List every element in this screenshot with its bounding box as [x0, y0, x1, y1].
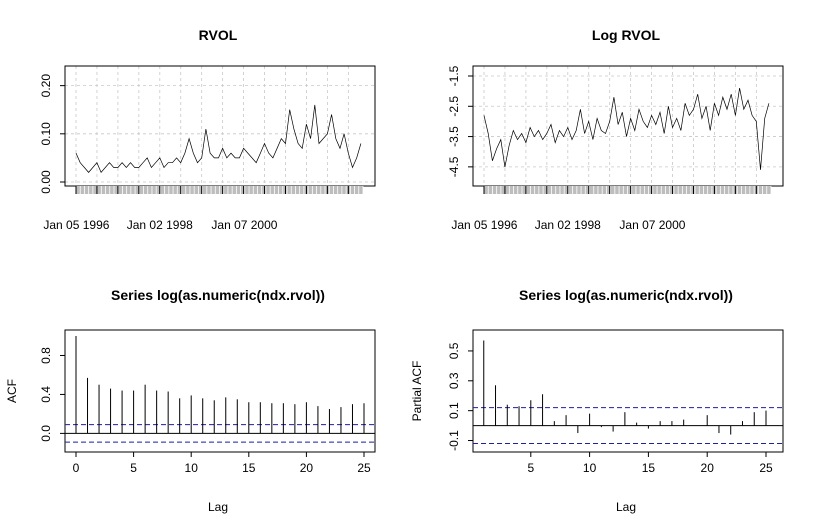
y-tick-label: 0.10: [39, 122, 53, 146]
x-tick-label: Jan 02 1998: [127, 218, 193, 232]
x-tick-label: 20: [300, 461, 314, 475]
y-tick-label: 0.00: [39, 170, 53, 194]
x-tick-label: 25: [759, 461, 773, 475]
series-line: [75, 104, 362, 174]
y-tick-label: -2.5: [447, 96, 461, 117]
x-tick-label: 5: [527, 461, 534, 475]
plot-frame: [64, 329, 376, 453]
x-tick-label: 5: [130, 461, 137, 475]
y-axis-title: ACF: [5, 379, 19, 403]
y-tick-label: -3.5: [447, 126, 461, 147]
y-tick-label: -4.5: [447, 156, 461, 177]
plot-frame: [472, 329, 784, 453]
x-tick-label: 20: [701, 461, 715, 475]
plot-frame: [64, 65, 376, 187]
x-tick-label: 10: [583, 461, 597, 475]
y-tick-label: 0.8: [39, 347, 53, 364]
chart-rvol: RVOL 0.00 0.10 0.20 Jan 05 1996 Jan 02 1998…: [39, 27, 376, 232]
x-tick-label: Jan 05 1996: [451, 218, 517, 232]
y-tick-label: 0.20: [39, 74, 53, 98]
x-tick-label: 15: [642, 461, 656, 475]
chart-title: Log RVOL: [592, 27, 661, 43]
x-tick-label: Jan 07 2000: [619, 218, 685, 232]
chart-title: Series log(as.numeric(ndx.rvol)): [519, 287, 733, 303]
x-axis-title: Lag: [616, 500, 636, 514]
y-axis-title: Partial ACF: [410, 361, 424, 422]
y-tick-label: -0.1: [447, 430, 461, 451]
chart-acf: Series log(as.numeric(ndx.rvol)) 0.0 0.4 0…: [5, 287, 376, 514]
x-axis-title: Lag: [208, 500, 228, 514]
chart-pacf: Series log(as.numeric(ndx.rvol)) -0.1 0.1…: [410, 287, 784, 514]
chart-log-rvol: Log RVOL -4.5 -3.5 -2.5 -1.5 Jan 05 1996 Jan…: [447, 27, 784, 232]
x-tick-label: 10: [185, 461, 199, 475]
y-tick-label: 0.3: [447, 372, 461, 389]
y-tick-label: 0.0: [39, 425, 53, 442]
y-tick-label: 0.1: [447, 402, 461, 419]
plot-frame: [472, 65, 784, 187]
x-tick-label: Jan 02 1998: [535, 218, 601, 232]
series-line: [483, 88, 770, 170]
chart-title: RVOL: [199, 27, 238, 43]
x-tick-label: 25: [357, 461, 371, 475]
x-tick-label: Jan 07 2000: [211, 218, 277, 232]
x-tick-label: 0: [73, 461, 80, 475]
x-tick-label: Jan 05 1996: [43, 218, 109, 232]
y-tick-label: 0.5: [447, 342, 461, 359]
x-tick-label: 15: [242, 461, 256, 475]
chart-title: Series log(as.numeric(ndx.rvol)): [111, 287, 325, 303]
y-tick-label: 0.4: [39, 386, 53, 403]
y-tick-label: -1.5: [447, 65, 461, 86]
